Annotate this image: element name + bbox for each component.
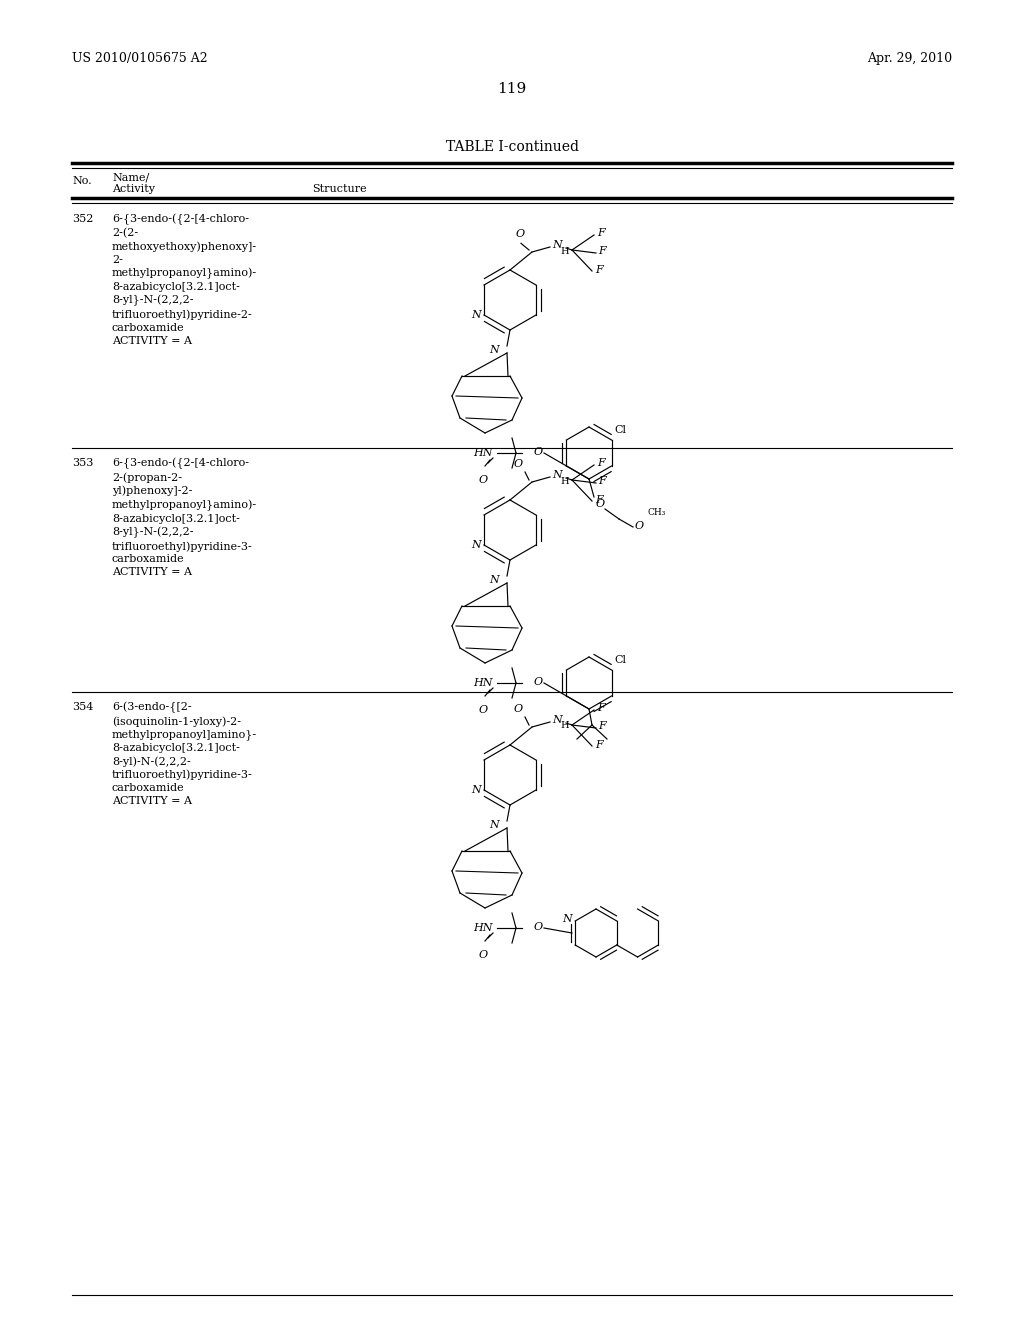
Text: 6-{3-endo-({2-[4-chloro-
2-(propan-2-
yl)phenoxy]-2-
methylpropanoyl}amino)-
8-a: 6-{3-endo-({2-[4-chloro- 2-(propan-2- yl… (112, 458, 257, 577)
Text: N: N (471, 540, 481, 550)
Text: H: H (560, 477, 568, 486)
Text: HN: HN (473, 923, 493, 933)
Text: 6-(3-endo-{[2-
(isoquinolin-1-yloxy)-2-
methylpropanoyl]amino}-
8-azabicyclo[3.2: 6-(3-endo-{[2- (isoquinolin-1-yloxy)-2- … (112, 702, 257, 807)
Text: F: F (595, 495, 603, 506)
Text: H: H (560, 722, 568, 730)
Text: N: N (471, 785, 481, 795)
Text: O: O (534, 447, 543, 457)
Text: No.: No. (72, 176, 91, 186)
Text: US 2010/0105675 A2: US 2010/0105675 A2 (72, 51, 208, 65)
Text: 354: 354 (72, 702, 93, 711)
Text: N: N (489, 820, 499, 830)
Text: O: O (534, 677, 543, 686)
Text: TABLE I-continued: TABLE I-continued (445, 140, 579, 154)
Text: 119: 119 (498, 82, 526, 96)
Text: 353: 353 (72, 458, 93, 469)
Text: Structure: Structure (312, 183, 367, 194)
Text: H: H (560, 247, 568, 256)
Text: O: O (478, 475, 487, 484)
Text: F: F (598, 477, 606, 486)
Text: Apr. 29, 2010: Apr. 29, 2010 (867, 51, 952, 65)
Text: CH₃: CH₃ (647, 508, 666, 517)
Text: HN: HN (473, 678, 493, 688)
Text: Cl: Cl (614, 655, 627, 665)
Text: N: N (552, 715, 562, 725)
Text: 352: 352 (72, 214, 93, 224)
Text: Activity: Activity (112, 183, 155, 194)
Text: O: O (534, 921, 543, 932)
Text: N: N (489, 345, 499, 355)
Text: O: O (513, 704, 522, 714)
Text: F: F (597, 228, 605, 238)
Text: F: F (597, 458, 605, 469)
Text: N: N (489, 576, 499, 585)
Text: Name/: Name/ (112, 173, 150, 183)
Text: N: N (562, 913, 572, 924)
Text: O: O (513, 459, 522, 469)
Text: F: F (598, 246, 606, 256)
Text: Cl: Cl (614, 425, 627, 436)
Text: O: O (596, 499, 605, 510)
Text: F: F (598, 721, 606, 731)
Text: N: N (471, 310, 481, 319)
Text: O: O (635, 521, 644, 531)
Text: O: O (515, 228, 524, 239)
Text: N: N (552, 470, 562, 480)
Text: F: F (597, 704, 605, 713)
Text: HN: HN (473, 447, 493, 458)
Text: O: O (478, 705, 487, 715)
Text: 6-{3-endo-({2-[4-chloro-
2-(2-
methoxyethoxy)phenoxy]-
2-
methylpropanoyl}amino): 6-{3-endo-({2-[4-chloro- 2-(2- methoxyet… (112, 214, 257, 346)
Text: N: N (552, 240, 562, 249)
Text: F: F (595, 741, 603, 750)
Text: F: F (595, 265, 603, 275)
Text: O: O (478, 950, 487, 960)
